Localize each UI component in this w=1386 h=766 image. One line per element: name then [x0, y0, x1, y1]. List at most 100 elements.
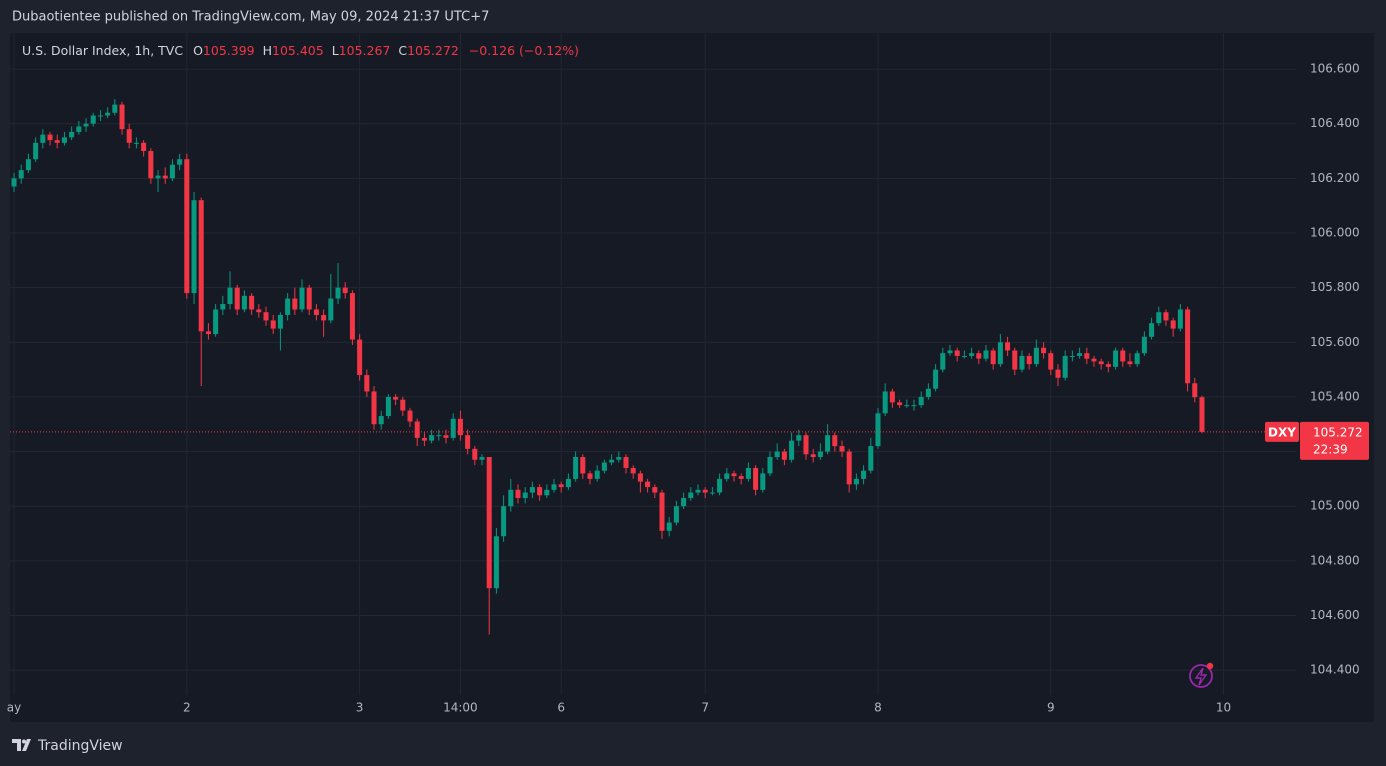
candle-body: [1170, 320, 1176, 329]
y-tick-label: 106.000: [1310, 225, 1360, 239]
candle-body: [465, 435, 471, 449]
candle-body: [1149, 323, 1155, 337]
candle-body: [760, 473, 766, 490]
chart-pane: [10, 33, 1374, 722]
candle-body: [357, 339, 363, 376]
candle-body: [681, 498, 687, 507]
alert-dot: [1206, 662, 1214, 670]
countdown: 22:39: [1313, 442, 1348, 456]
candle-body: [637, 473, 643, 482]
candle-body: [976, 353, 982, 359]
candle-body: [213, 309, 219, 335]
candle-body: [328, 298, 334, 321]
x-tick-label: 2: [183, 701, 191, 715]
candle-body: [1062, 355, 1068, 378]
candle-body: [616, 457, 622, 460]
candle-body: [40, 134, 46, 143]
ticker: DXY: [1268, 425, 1296, 439]
y-tick-label: 105.400: [1310, 389, 1360, 403]
candle-body: [198, 200, 204, 332]
candle-body: [414, 421, 420, 438]
candle-body: [33, 142, 39, 160]
alert-icon[interactable]: [1189, 662, 1214, 688]
candle-body: [162, 175, 168, 179]
candle-body: [385, 396, 391, 417]
candle-body: [61, 137, 67, 143]
candle-body: [515, 489, 521, 499]
candle-body: [645, 481, 651, 488]
alert-bolt: [1194, 667, 1208, 686]
candle-body: [875, 413, 881, 447]
logo-dot: [22, 739, 26, 744]
candle-body: [522, 492, 528, 499]
candle-body: [407, 410, 413, 422]
ohlc-label: L: [332, 43, 339, 58]
candle-body: [205, 331, 211, 335]
candle-body: [825, 435, 831, 452]
candle-body: [306, 287, 312, 310]
candle-body: [753, 467, 759, 490]
candle-body: [292, 298, 298, 310]
candle-body: [544, 489, 550, 496]
candle-body: [486, 457, 492, 589]
ohlc-value: 105.405: [272, 43, 324, 58]
candle-body: [69, 131, 75, 138]
candle-body: [47, 134, 53, 141]
candle-body: [457, 418, 463, 436]
candle-body: [349, 293, 355, 340]
candle-body: [1120, 350, 1126, 362]
attribution: Dubaotientee published on TradingView.co…: [12, 10, 489, 25]
candle-body: [1055, 369, 1061, 378]
candle-body: [789, 440, 795, 460]
candle-body: [1199, 397, 1205, 432]
alert-ring: [1189, 664, 1213, 688]
candle-body: [1084, 353, 1090, 359]
candle-body: [745, 467, 751, 479]
candle-body: [702, 489, 708, 493]
candle-body: [241, 295, 247, 310]
candle-body: [177, 159, 183, 165]
candle-body: [933, 369, 939, 389]
brand: TradingView: [37, 738, 123, 754]
candle-body: [594, 470, 600, 479]
candle-body: [1163, 312, 1169, 321]
x-tick-label: 6: [557, 701, 565, 715]
candle-body: [11, 178, 17, 187]
candle-body: [270, 320, 276, 329]
y-tick-label: 104.600: [1310, 608, 1360, 622]
candle-body: [371, 391, 377, 425]
candle-body: [623, 457, 629, 468]
candle-body: [990, 350, 996, 365]
symbol: U.S. Dollar Index, 1h, TVC: [22, 43, 183, 58]
candle-body: [54, 140, 60, 143]
candle-body: [1091, 358, 1097, 362]
x-tick-label: ay: [7, 701, 21, 715]
candle-body: [472, 448, 478, 460]
candle-body: [551, 484, 557, 490]
candle-body: [169, 164, 175, 179]
candle-body: [263, 312, 269, 321]
candle-body: [429, 435, 435, 441]
candle-body: [148, 151, 154, 179]
candle-body: [1069, 355, 1075, 357]
candle-body: [587, 473, 593, 479]
candle-body: [961, 355, 967, 357]
candle-body: [126, 129, 132, 143]
candle-body: [493, 536, 499, 589]
candle-body: [249, 295, 255, 310]
logo-mark: [12, 739, 31, 751]
candle-body: [479, 457, 485, 460]
candle-body: [954, 350, 960, 356]
candle-body: [1041, 347, 1047, 354]
x-tick-label: 10: [1216, 701, 1231, 715]
candle-body: [1105, 364, 1111, 367]
candle-body: [709, 492, 715, 494]
candle-body: [1127, 361, 1133, 365]
candle-body: [573, 457, 579, 479]
candle-body: [601, 462, 607, 471]
y-tick-label: 105.800: [1310, 280, 1360, 294]
x-tick-label: 14:00: [443, 701, 478, 715]
y-tick-label: 106.400: [1310, 116, 1360, 130]
